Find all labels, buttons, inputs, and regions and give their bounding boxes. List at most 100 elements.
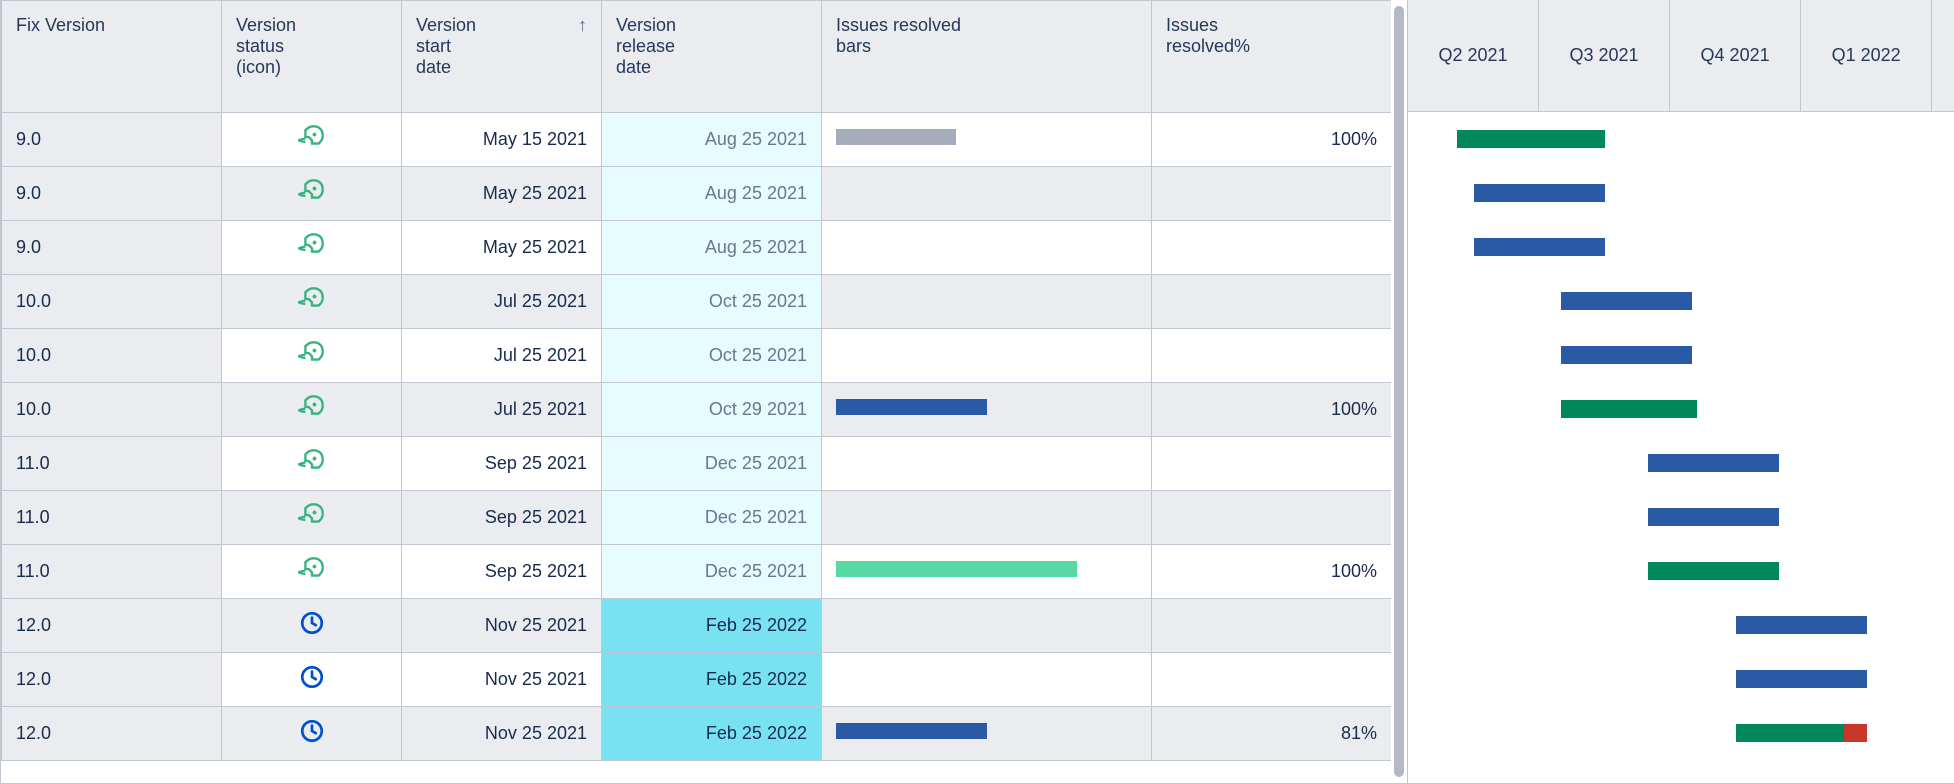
gantt-row — [1408, 598, 1954, 652]
version-status-cell — [222, 437, 402, 491]
issues-resolved-bar-cell — [822, 329, 1152, 383]
issues-resolved-pct-cell — [1152, 491, 1392, 545]
column-header-bars[interactable]: Issues resolvedbars — [822, 1, 1152, 113]
version-status-cell — [222, 329, 402, 383]
gantt-bar[interactable] — [1561, 346, 1692, 364]
version-start-date-cell: May 25 2021 — [402, 167, 602, 221]
column-header-pct[interactable]: Issuesresolved% — [1152, 1, 1392, 113]
table-row[interactable]: 12.0 Nov 25 2021Feb 25 2022 — [2, 599, 1392, 653]
issues-resolved-bar-cell — [822, 491, 1152, 545]
fix-version-cell: 9.0 — [2, 221, 222, 275]
table-row[interactable]: 11.0 Sep 25 2021Dec 25 2021100% — [2, 545, 1392, 599]
gantt-bar[interactable] — [1648, 508, 1779, 526]
issues-resolved-pct-cell: 81% — [1152, 707, 1392, 761]
issues-resolved-pct-cell — [1152, 167, 1392, 221]
table-row[interactable]: 12.0 Nov 25 2021Feb 25 2022 — [2, 653, 1392, 707]
scrollbar-thumb[interactable] — [1394, 6, 1404, 777]
versions-table: Fix VersionVersionstatus(icon)Versionsta… — [1, 0, 1391, 761]
table-row[interactable]: 9.0 May 25 2021Aug 25 2021 — [2, 221, 1392, 275]
gantt-bar[interactable] — [1561, 292, 1692, 310]
gantt-row — [1408, 328, 1954, 382]
gantt-row — [1408, 490, 1954, 544]
table-row[interactable]: 9.0 May 25 2021Aug 25 2021 — [2, 167, 1392, 221]
fix-version-cell: 12.0 — [2, 599, 222, 653]
gantt-bar-segment — [1736, 616, 1867, 634]
column-header-status[interactable]: Versionstatus(icon) — [222, 1, 402, 113]
version-release-date-cell: Dec 25 2021 — [602, 491, 822, 545]
gantt-bar[interactable] — [1736, 670, 1867, 688]
vertical-scrollbar[interactable] — [1391, 0, 1407, 783]
version-status-cell — [222, 275, 402, 329]
rocket-icon — [298, 339, 326, 367]
issues-resolved-bar-cell — [822, 275, 1152, 329]
rocket-icon — [298, 177, 326, 205]
gantt-quarter-header[interactable]: Q2 2021 — [1408, 0, 1539, 111]
gantt-bar[interactable] — [1736, 724, 1867, 742]
version-status-cell — [222, 491, 402, 545]
fix-version-cell: 10.0 — [2, 275, 222, 329]
gantt-bar-segment — [1474, 184, 1605, 202]
gantt-bar[interactable] — [1474, 184, 1605, 202]
version-release-date-cell: Dec 25 2021 — [602, 545, 822, 599]
issues-resolved-bar-cell — [822, 599, 1152, 653]
gantt-bar-segment — [1457, 130, 1604, 148]
version-start-date-cell: Sep 25 2021 — [402, 545, 602, 599]
issues-resolved-pct-cell — [1152, 437, 1392, 491]
gantt-bar[interactable] — [1648, 562, 1779, 580]
issues-resolved-bar-cell — [822, 653, 1152, 707]
gantt-bar[interactable] — [1457, 130, 1604, 148]
version-start-date-cell: Sep 25 2021 — [402, 437, 602, 491]
version-release-date-cell: Oct 25 2021 — [602, 275, 822, 329]
rocket-icon — [298, 231, 326, 259]
fix-version-cell: 10.0 — [2, 329, 222, 383]
version-status-cell — [222, 545, 402, 599]
version-start-date-cell: Nov 25 2021 — [402, 707, 602, 761]
gantt-bar[interactable] — [1736, 616, 1867, 634]
version-release-date-cell: Feb 25 2022 — [602, 707, 822, 761]
progress-bar — [836, 561, 1077, 577]
table-row[interactable]: 12.0 Nov 25 2021Feb 25 202281% — [2, 707, 1392, 761]
gantt-quarter-header[interactable]: Q4 2021 — [1670, 0, 1801, 111]
table-row[interactable]: 9.0 May 15 2021Aug 25 2021100% — [2, 113, 1392, 167]
column-header-start[interactable]: Versionstartdate↑ — [402, 1, 602, 113]
version-status-cell — [222, 599, 402, 653]
gantt-quarter-header[interactable]: Q3 2021 — [1539, 0, 1670, 111]
gantt-bar-segment — [1561, 292, 1692, 310]
version-start-date-cell: May 25 2021 — [402, 221, 602, 275]
gantt-row — [1408, 544, 1954, 598]
gantt-bar[interactable] — [1561, 400, 1698, 418]
version-start-date-cell: Nov 25 2021 — [402, 599, 602, 653]
version-status-cell — [222, 383, 402, 437]
rocket-icon — [298, 393, 326, 421]
gantt-quarter-header[interactable]: Q1 2022 — [1801, 0, 1932, 111]
version-start-date-cell: Sep 25 2021 — [402, 491, 602, 545]
gantt-bar[interactable] — [1474, 238, 1605, 256]
clock-icon — [299, 610, 325, 636]
column-header-fix[interactable]: Fix Version — [2, 1, 222, 113]
issues-resolved-bar-cell — [822, 167, 1152, 221]
column-header-release[interactable]: Versionreleasedate — [602, 1, 822, 113]
version-release-date-cell: Feb 25 2022 — [602, 653, 822, 707]
gantt-bar-segment — [1474, 238, 1605, 256]
progress-bar — [836, 399, 987, 415]
issues-resolved-pct-cell — [1152, 653, 1392, 707]
rocket-icon — [298, 501, 326, 529]
table-row[interactable]: 10.0 Jul 25 2021Oct 25 2021 — [2, 275, 1392, 329]
issues-resolved-bar-cell — [822, 221, 1152, 275]
gantt-row — [1408, 652, 1954, 706]
rocket-icon — [298, 285, 326, 313]
version-start-date-cell: Jul 25 2021 — [402, 383, 602, 437]
table-row[interactable]: 11.0 Sep 25 2021Dec 25 2021 — [2, 437, 1392, 491]
table-row[interactable]: 10.0 Jul 25 2021Oct 29 2021100% — [2, 383, 1392, 437]
table-row[interactable]: 11.0 Sep 25 2021Dec 25 2021 — [2, 491, 1392, 545]
gantt-timeline-header: Q2 2021Q3 2021Q4 2021Q1 2022 — [1408, 0, 1954, 112]
rocket-icon — [298, 447, 326, 475]
version-start-date-cell: Jul 25 2021 — [402, 329, 602, 383]
rocket-icon — [298, 555, 326, 583]
table-row[interactable]: 10.0 Jul 25 2021Oct 25 2021 — [2, 329, 1392, 383]
gantt-row — [1408, 436, 1954, 490]
fix-version-cell: 11.0 — [2, 437, 222, 491]
gantt-bar[interactable] — [1648, 454, 1779, 472]
version-release-date-cell: Aug 25 2021 — [602, 113, 822, 167]
gantt-bar-segment — [1561, 346, 1692, 364]
